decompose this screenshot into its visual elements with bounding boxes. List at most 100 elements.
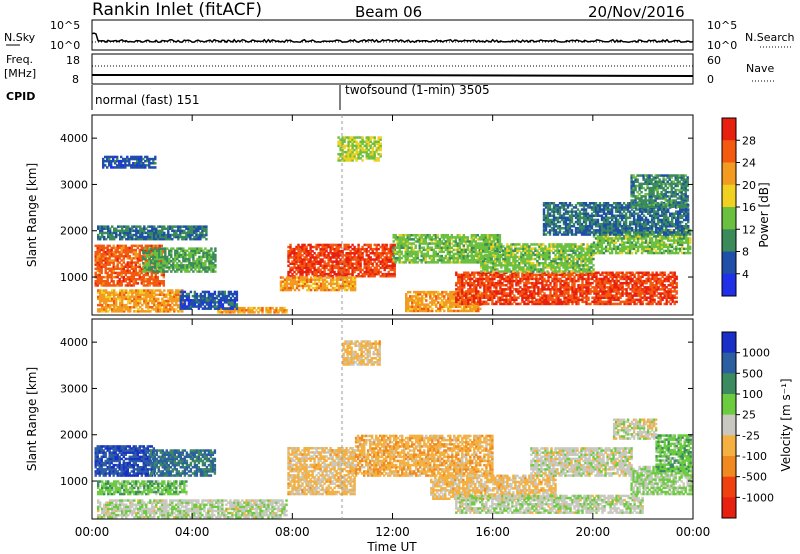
- range-gate-cell: [175, 308, 178, 311]
- range-gate-cell: [301, 272, 304, 276]
- range-gate-cell: [273, 309, 276, 312]
- range-gate-cell: [162, 266, 165, 269]
- range-gate-cell: [168, 262, 171, 265]
- range-gate-cell: [98, 255, 101, 258]
- range-gate-cell: [135, 303, 138, 307]
- range-gate-cell: [139, 233, 142, 237]
- range-gate-cell: [219, 306, 222, 310]
- range-gate-cell: [139, 306, 142, 309]
- range-gate-cell: [206, 249, 209, 252]
- range-gate-cell: [130, 246, 133, 250]
- range-gate-cell: [214, 270, 217, 273]
- range-gate-cell: [101, 231, 104, 235]
- range-gate-cell: [147, 289, 150, 292]
- range-gate-cell: [153, 229, 156, 233]
- range-gate-cell: [138, 278, 141, 281]
- range-gate-cell: [289, 250, 292, 253]
- range-gate-cell: [172, 268, 175, 271]
- range-gate-cell: [161, 235, 164, 239]
- range-gate-cell: [153, 301, 156, 305]
- range-gate-cell: [176, 270, 179, 273]
- range-gate-cell: [191, 299, 195, 302]
- range-gate-cell: [212, 270, 215, 273]
- range-gate-cell: [114, 250, 117, 254]
- range-gate-cell: [199, 231, 202, 235]
- range-gate-cell: [162, 257, 165, 261]
- range-gate-cell: [99, 225, 102, 228]
- range-gate-cell: [241, 309, 244, 312]
- range-gate-cell: [287, 254, 290, 257]
- range-gate-cell: [123, 233, 126, 237]
- range-gate-cell: [203, 305, 207, 308]
- range-gate-cell: [160, 247, 163, 250]
- range-gate-cell: [201, 303, 205, 306]
- range-gate-cell: [99, 297, 102, 301]
- range-gate-cell: [189, 229, 192, 233]
- range-gate-cell: [209, 307, 213, 310]
- range-gate-cell: [99, 293, 102, 296]
- range-gate-cell: [109, 297, 112, 301]
- range-gate-cell: [140, 248, 143, 252]
- range-gate-cell: [241, 311, 244, 314]
- range-gate-cell: [219, 301, 223, 304]
- range-gate-cell: [162, 248, 165, 252]
- range-gate-cell: [204, 253, 207, 257]
- range-gate-cell: [152, 257, 155, 261]
- range-gate-cell: [130, 278, 133, 281]
- range-gate-cell: [164, 266, 167, 269]
- range-gate-cell: [150, 247, 153, 250]
- range-gate-cell: [109, 295, 112, 299]
- range-gate-cell: [156, 270, 159, 273]
- range-gate-cell: [301, 264, 304, 267]
- range-gate-cell: [111, 293, 114, 296]
- range-gate-cell: [198, 247, 201, 250]
- range-gate-cell: [132, 284, 135, 287]
- range-gate-cell: [229, 305, 233, 308]
- range-gate-cell: [118, 273, 121, 277]
- range-gate-cell: [116, 246, 119, 250]
- range-gate-cell: [137, 229, 140, 233]
- range-gate-cell: [205, 303, 209, 306]
- range-gate-cell: [132, 248, 135, 252]
- range-gate-cell: [144, 259, 147, 262]
- range-gate-cell: [197, 227, 200, 230]
- range-gate-cell: [207, 290, 211, 294]
- range-gate-cell: [104, 250, 107, 254]
- range-gate-cell: [154, 249, 157, 252]
- range-gate-cell: [171, 308, 174, 311]
- range-gate-cell: [158, 249, 161, 252]
- range-gate-cell: [143, 299, 146, 303]
- range-gate-cell: [153, 233, 156, 237]
- range-gate-cell: [361, 268, 364, 272]
- range-gate-cell: [293, 260, 296, 263]
- range-gate-cell: [183, 303, 187, 306]
- range-gate-cell: [211, 301, 215, 304]
- range-gate-cell: [221, 311, 224, 314]
- range-gate-cell: [178, 264, 181, 267]
- range-gate-cell: [107, 293, 110, 296]
- range-gate-cell: [151, 306, 154, 309]
- range-gate-cell: [167, 299, 170, 303]
- range-gate-cell: [204, 270, 207, 273]
- range-gate-cell: [100, 267, 103, 270]
- range-gate-cell: [213, 301, 217, 304]
- range-gate-cell: [179, 299, 182, 302]
- range-gate-cell: [158, 255, 161, 259]
- range-gate-cell: [481, 300, 484, 304]
- range-gate-cell: [144, 278, 147, 281]
- range-gate-cell: [196, 270, 199, 273]
- range-gate-cell: [155, 237, 158, 241]
- range-gate-cell: [117, 233, 120, 237]
- range-gate-cell: [96, 244, 99, 248]
- range-gate-cell: [155, 289, 158, 292]
- range-gate-cell: [160, 270, 163, 273]
- range-gate-cell: [287, 256, 290, 259]
- range-gate-cell: [200, 255, 203, 259]
- range-gate-cell: [119, 297, 122, 301]
- range-gate-cell: [275, 306, 278, 310]
- range-gate-cell: [110, 271, 113, 275]
- range-gate-cell: [119, 229, 122, 233]
- range-gate-cell: [211, 292, 215, 296]
- range-gate-cell: [125, 289, 128, 292]
- range-gate-cell: [235, 299, 239, 302]
